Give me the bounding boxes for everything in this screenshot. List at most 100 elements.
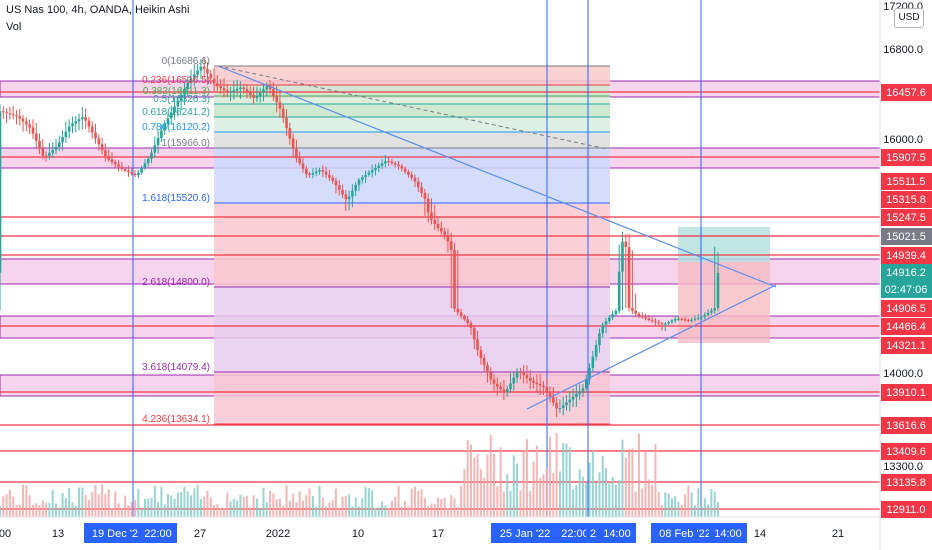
price-tick-label: 16000.0 [883, 134, 923, 146]
candle-body [318, 170, 321, 172]
target-zone [678, 227, 770, 262]
time-tick-label: 14:00 [714, 528, 742, 540]
candle-body [456, 308, 460, 313]
volume-bar [262, 487, 265, 517]
volume-bar [358, 506, 360, 517]
candle-body [588, 367, 591, 380]
volume-bar [275, 499, 278, 517]
price-label-badge [881, 191, 932, 208]
volume-bar [624, 457, 627, 517]
volume-bar [413, 486, 416, 517]
volume-bar [74, 505, 77, 517]
candle-body [670, 320, 674, 323]
candle-body [575, 393, 578, 397]
candle-body [169, 112, 173, 119]
time-tick-label: 00 [0, 528, 11, 540]
candle-body [696, 317, 700, 319]
descending-trendline [217, 65, 777, 288]
candle-body [334, 180, 338, 186]
volume-bar [351, 506, 354, 517]
volume-bar [423, 498, 426, 517]
candle-body [160, 130, 163, 138]
price-label-text: 15315.8 [886, 194, 926, 206]
candle-body [611, 314, 614, 318]
time-tick-label: 25 Jan '22 [500, 528, 550, 540]
volume-bar [226, 492, 229, 517]
ascending-trendline [526, 284, 777, 410]
candle-body [667, 322, 670, 324]
volume-bar [341, 496, 344, 517]
volume-bar [453, 498, 456, 517]
volume-bar [539, 478, 542, 517]
candle-body [242, 87, 246, 90]
fibonacci-extension-boxes [214, 66, 770, 424]
price-label-badge [881, 228, 932, 245]
fibonacci-label: 4.236(13634.1) [142, 414, 210, 425]
volume-bar [101, 484, 104, 517]
volume-bar [203, 496, 206, 517]
candle-body [459, 312, 463, 316]
volume-bar [677, 501, 680, 517]
volume-bar [58, 507, 61, 517]
price-label-text: 15247.5 [886, 212, 926, 224]
candle-body [522, 372, 525, 376]
candle-body [18, 116, 22, 119]
candle-body [377, 165, 381, 168]
candle-body [176, 100, 180, 107]
price-label-text: 13616.6 [886, 420, 926, 432]
candle-body [0, 111, 2, 273]
candle-body [219, 86, 222, 89]
volume-bar [318, 485, 321, 517]
candle-body [127, 170, 130, 173]
candle-body [637, 313, 641, 316]
volume-bar [213, 505, 216, 517]
volume-bar [367, 487, 370, 517]
candle-body [239, 87, 242, 89]
volume-bar [562, 443, 565, 517]
volume-bar [265, 502, 268, 517]
volume-bar [575, 485, 578, 517]
candle-body [673, 318, 677, 321]
volume-bar [25, 485, 28, 517]
volume-bar [130, 502, 133, 517]
volume-bar [506, 474, 509, 517]
fibonacci-label: 0.236(16516.5) [142, 75, 210, 86]
volume-bar [552, 473, 555, 517]
candle-body [364, 174, 367, 178]
price-label-badge [881, 149, 932, 166]
volume-bar [94, 485, 97, 517]
candle-body [426, 198, 430, 213]
volume-bar [114, 491, 117, 517]
time-tick-label: 22:00 [561, 528, 589, 540]
volume-bar [35, 503, 38, 517]
time-tick-label: 14 [754, 528, 766, 540]
volume-bar [302, 500, 305, 517]
currency-button[interactable]: USD [894, 8, 924, 28]
candle-body [433, 219, 437, 224]
volume-bar [81, 487, 84, 517]
volume-bar [545, 468, 548, 517]
volume-bar [469, 444, 472, 517]
candle-body [117, 164, 120, 167]
candle-body [683, 319, 687, 321]
volume-bar [555, 432, 558, 517]
price-label-badge [881, 84, 932, 101]
volume-bar [621, 439, 624, 517]
candle-body [492, 379, 496, 384]
volume-bar [160, 486, 163, 517]
candle-body [528, 378, 532, 381]
volume-bar [512, 455, 515, 517]
candle-body [146, 158, 150, 164]
volume-bar [87, 500, 90, 517]
candle-body [324, 171, 328, 175]
volume-bar [618, 480, 621, 517]
candle-body [374, 167, 377, 171]
candle-body [285, 117, 288, 129]
fibonacci-zone [214, 372, 610, 424]
candle-body [443, 231, 446, 235]
volume-bar [493, 453, 496, 517]
candle-body [28, 124, 31, 128]
price-label-text: 15511.5 [887, 176, 926, 188]
volume-bar [710, 488, 713, 517]
